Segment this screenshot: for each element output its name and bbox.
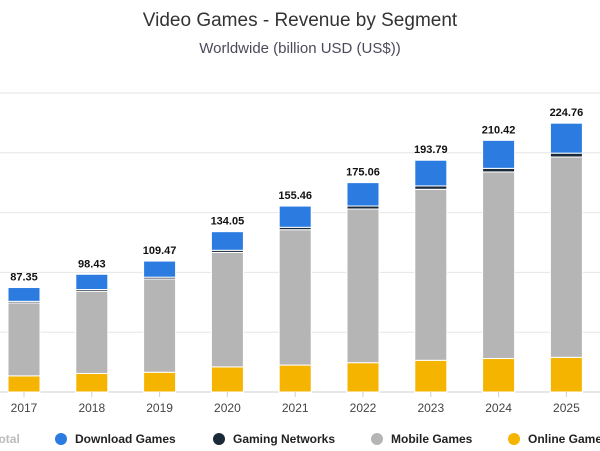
total-label: 175.06	[346, 167, 380, 179]
chart-title: Video Games - Revenue by Segment	[142, 10, 458, 31]
bar-segment-online-games[interactable]	[549, 356, 583, 393]
x-tick-label: 2021	[282, 401, 309, 415]
x-tick-label: 2023	[417, 401, 444, 415]
total-label: 155.46	[278, 190, 312, 202]
total-labels: 87.35 98.43 109.47 134.05 155.46 175.06 193.79…	[10, 107, 583, 283]
x-tick-label: 2022	[350, 401, 377, 415]
legend-dot-icon	[371, 433, 383, 445]
x-axis: 2017 2018 2019 2020 2021 2022 2023 2024 2025	[11, 392, 580, 415]
bar-segment-mobile-games[interactable]	[346, 208, 380, 364]
bar-segment-download-games[interactable]	[75, 273, 109, 291]
bar-segment-online-games[interactable]	[7, 375, 41, 393]
legend-label: Online Game	[528, 432, 600, 446]
bar-segment-mobile-games[interactable]	[549, 156, 583, 358]
bar-segment-gaming-networks[interactable]	[482, 167, 516, 173]
legend: Total Download Games Gaming Networks Mobile…	[0, 432, 600, 450]
total-label: 224.76	[550, 107, 584, 119]
total-label: 210.42	[482, 124, 516, 136]
bar-segment-download-games[interactable]	[278, 205, 312, 228]
legend-item-mobile-games[interactable]: Mobile Games	[371, 432, 472, 446]
bar-segment-mobile-games[interactable]	[278, 229, 312, 366]
bar-segment-mobile-games[interactable]	[414, 188, 448, 361]
legend-label: Gaming Networks	[233, 432, 336, 446]
bar-segment-online-games[interactable]	[414, 359, 448, 393]
total-label: 98.43	[78, 258, 106, 270]
x-tick-label: 2024	[485, 401, 512, 415]
bar-segment-download-games[interactable]	[549, 122, 583, 154]
bar-segment-download-games[interactable]	[7, 287, 41, 302]
bar-segment-gaming-networks[interactable]	[414, 185, 448, 190]
bar-segment-download-games[interactable]	[143, 260, 177, 278]
legend-item-total[interactable]: Total	[0, 432, 20, 446]
bar-segment-download-games[interactable]	[346, 182, 380, 207]
bar-segment-online-games[interactable]	[210, 366, 244, 393]
bar-segment-online-games[interactable]	[346, 362, 380, 393]
legend-label: Download Games	[75, 432, 176, 446]
legend-dot-icon	[213, 433, 225, 445]
bar-segment-mobile-games[interactable]	[75, 290, 109, 374]
legend-dot-icon	[508, 433, 520, 445]
bar-segment-download-games[interactable]	[210, 231, 244, 251]
x-tick-label: 2020	[214, 401, 241, 415]
legend-item-online-game[interactable]: Online Game	[508, 432, 600, 446]
bar-segment-online-games[interactable]	[143, 371, 177, 393]
bar-segment-mobile-games[interactable]	[7, 302, 41, 377]
total-label: 193.79	[414, 144, 448, 156]
bar-segment-gaming-networks[interactable]	[549, 152, 583, 158]
total-label: 87.35	[10, 272, 38, 284]
bar-segment-online-games[interactable]	[482, 358, 516, 393]
bar-segment-online-games[interactable]	[278, 364, 312, 393]
chart-subtitle: Worldwide (billion USD (US$))	[199, 40, 401, 57]
x-tick-label: 2018	[78, 401, 105, 415]
bar-segment-mobile-games[interactable]	[210, 251, 244, 368]
total-label: 109.47	[143, 245, 177, 257]
bar-segment-download-games[interactable]	[482, 139, 516, 169]
bar-segment-download-games[interactable]	[414, 159, 448, 187]
legend-label: Mobile Games	[391, 432, 473, 446]
legend-item-download-games[interactable]: Download Games	[55, 432, 176, 446]
legend-item-gaming-networks[interactable]: Gaming Networks	[213, 432, 335, 446]
legend-label: Total	[0, 432, 20, 446]
x-tick-label: 2019	[146, 401, 173, 415]
chart-plot: 87.35 98.43 109.47 134.05 155.46 175.06 193.79…	[0, 92, 600, 415]
legend-dot-icon	[55, 433, 67, 445]
bar-segment-mobile-games[interactable]	[143, 278, 177, 373]
x-tick-label: 2017	[11, 401, 38, 415]
bar-segment-online-games[interactable]	[75, 372, 109, 393]
x-tick-label: 2025	[553, 401, 580, 415]
bars	[7, 122, 583, 393]
total-label: 134.05	[211, 216, 245, 228]
bar-segment-mobile-games[interactable]	[482, 171, 516, 360]
